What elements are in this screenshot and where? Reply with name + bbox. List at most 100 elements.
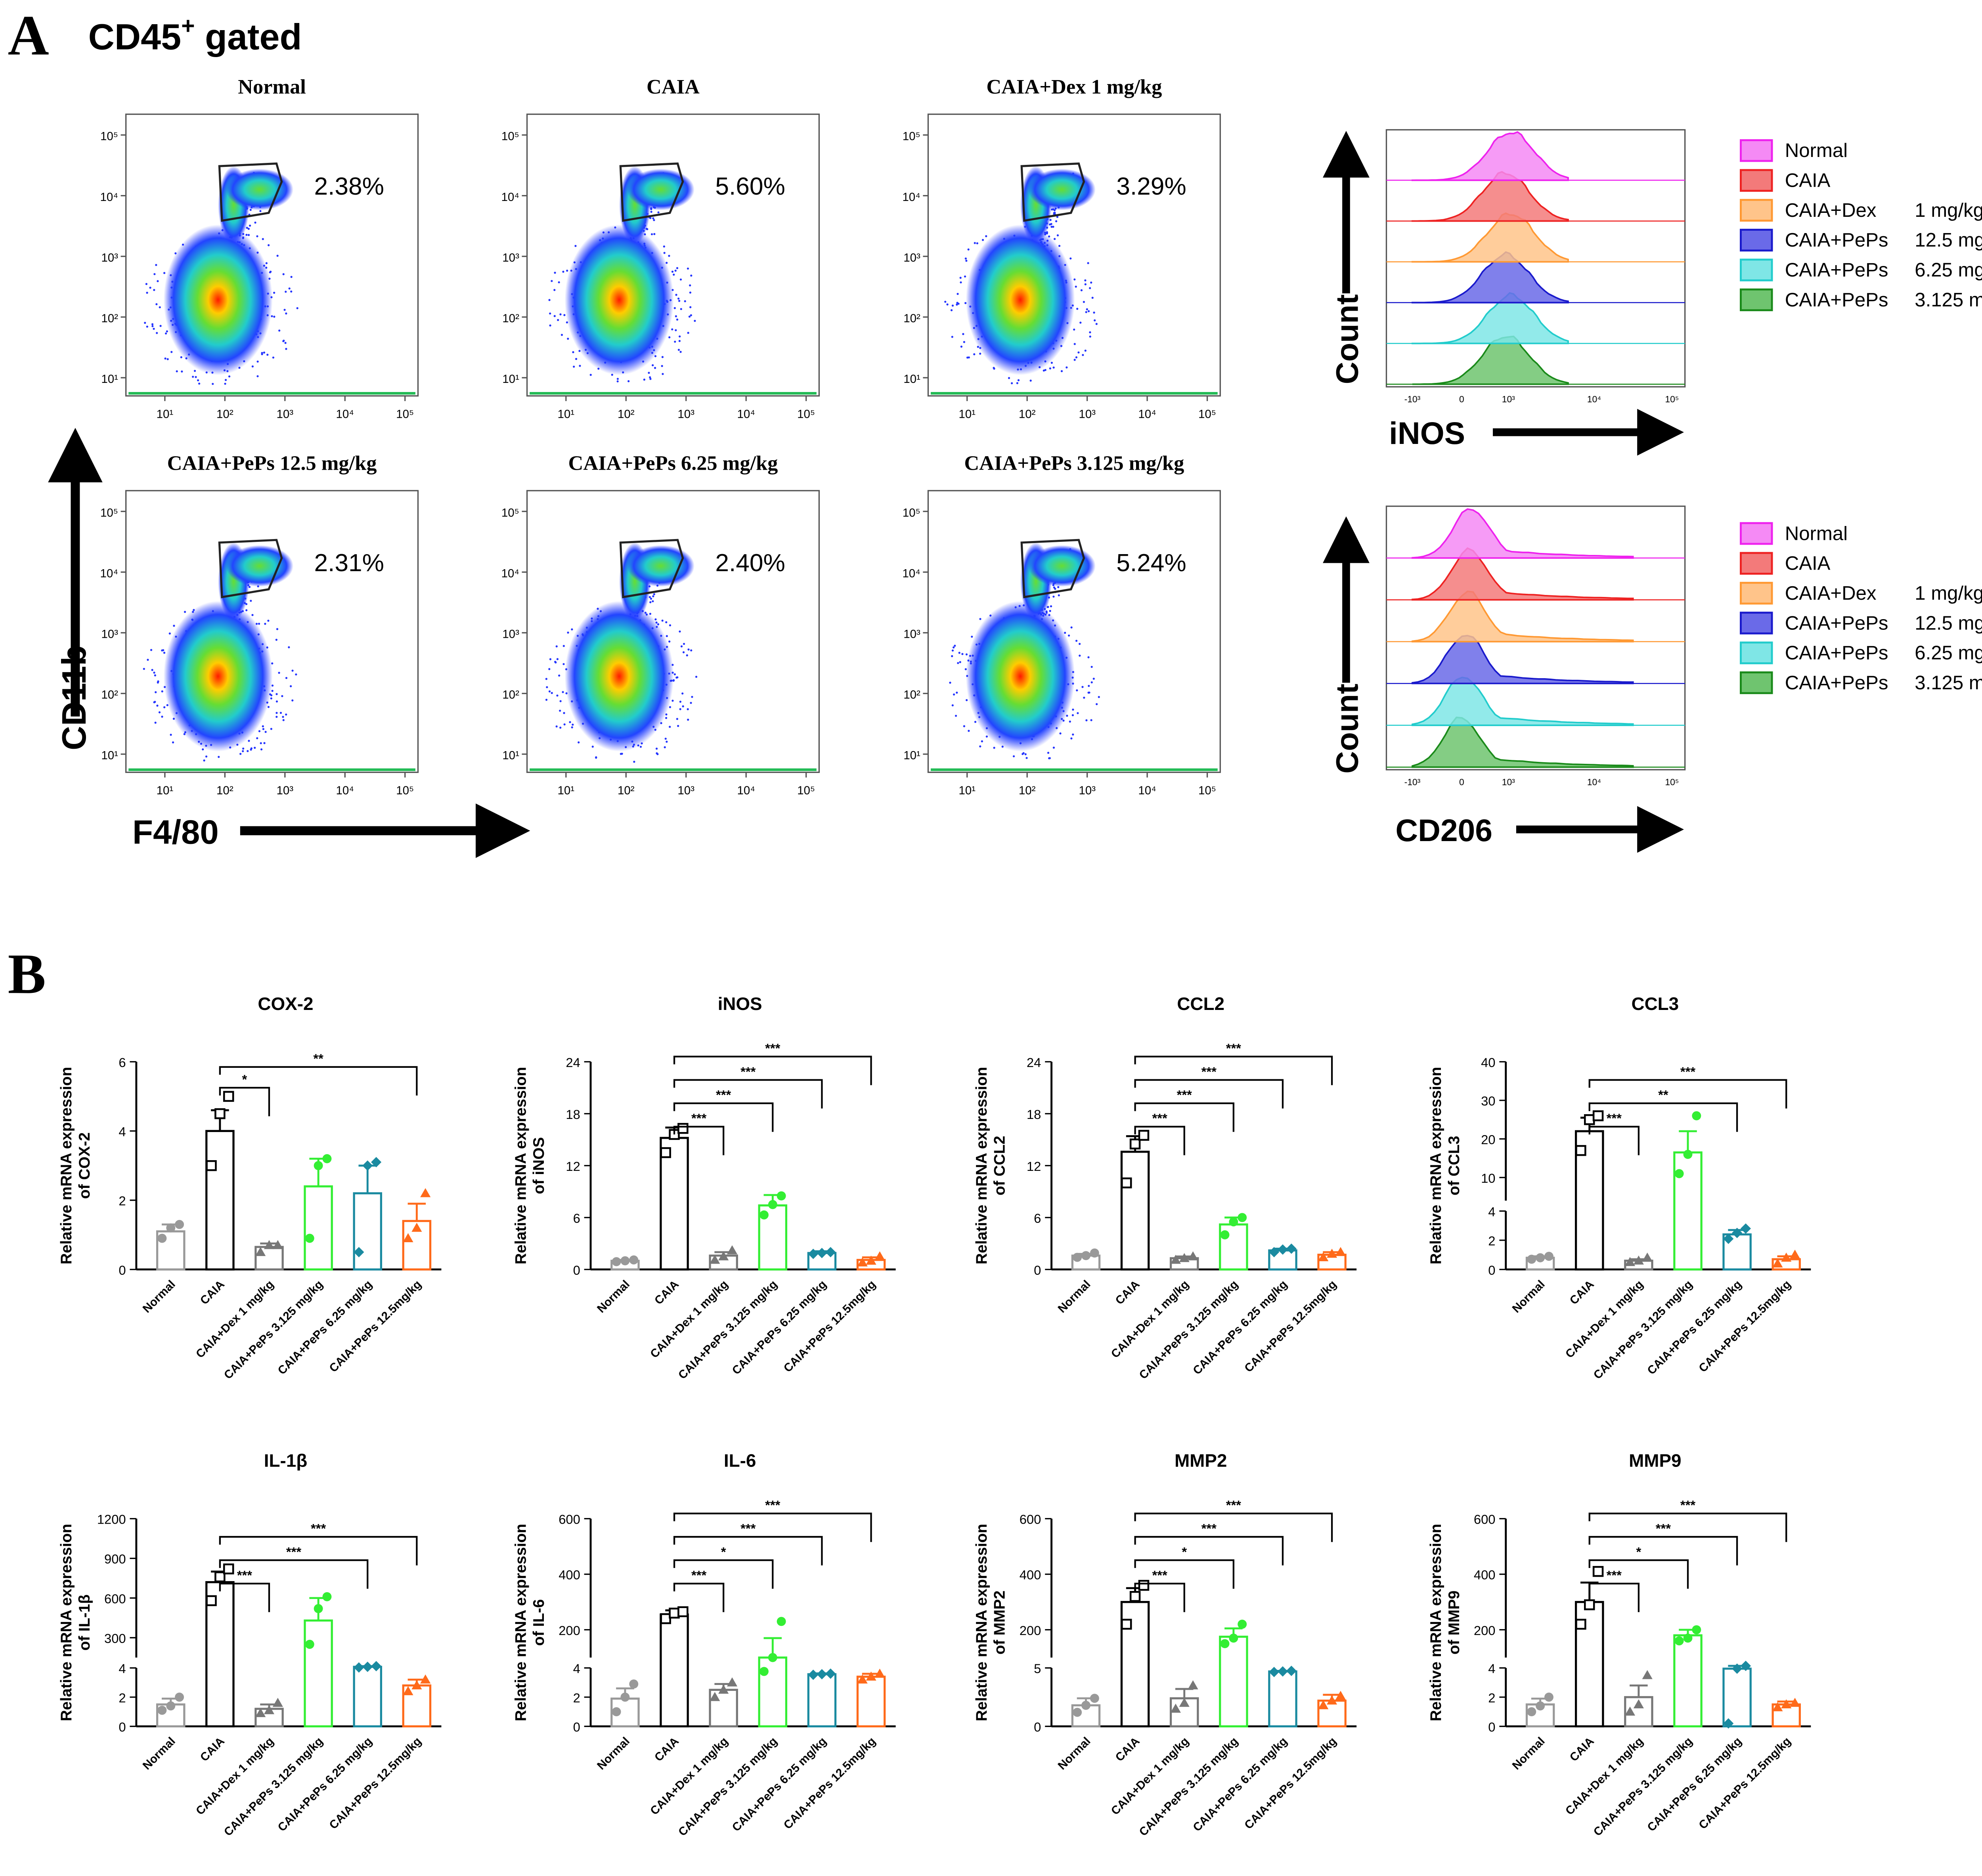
cell-dot <box>205 755 208 758</box>
bar-chart-3: CCL2 Relative mRNA expression of CCL2 0 6 12 1… <box>973 994 1357 1382</box>
cell-dot <box>1073 359 1076 361</box>
cell-dot <box>950 309 953 312</box>
cell-dot <box>558 674 561 677</box>
cell-dot <box>246 227 248 229</box>
significance-bracket <box>673 1513 872 1542</box>
gate-percent: 5.60% <box>715 173 785 200</box>
data-point <box>1584 1114 1595 1125</box>
cell-dot <box>1080 289 1083 291</box>
cell-dot <box>687 332 689 334</box>
bar <box>353 1666 382 1728</box>
data-point <box>1772 1702 1783 1712</box>
y-tick-label: 5 <box>1034 1661 1041 1676</box>
cell-dot <box>661 365 663 367</box>
significance-bracket <box>219 1583 270 1612</box>
chart-title: IL-6 <box>724 1450 756 1471</box>
count-label: Count <box>1330 294 1364 384</box>
cell-dot <box>689 284 691 287</box>
cell-dot <box>551 280 553 282</box>
significance-bracket <box>1588 1102 1738 1132</box>
data-point <box>1527 1707 1536 1717</box>
cell-dot <box>968 730 970 732</box>
cell-dot <box>198 382 201 385</box>
cell-dot <box>956 691 958 694</box>
y-tick-label: 2 <box>119 1691 126 1705</box>
cell-dot <box>551 692 553 694</box>
x-tick-label: 10² <box>618 407 635 421</box>
x-tick-label: CAIA <box>652 1734 681 1764</box>
data-point <box>727 1677 738 1687</box>
cell-dot <box>295 673 297 676</box>
y-axis-label-line2: of iNOS <box>530 1137 547 1194</box>
x-tick-label: 10⁴ <box>1138 784 1156 797</box>
data-point <box>1527 1254 1536 1264</box>
gate-label-main: CD45 <box>88 17 181 57</box>
data-point <box>1536 1701 1545 1711</box>
x-tick-label: CAIA+PePs 6.25 mg/kg <box>275 1278 375 1377</box>
cell-dot <box>247 750 249 752</box>
x-tick-label: CAIA+PePs 6.25 mg/kg <box>730 1278 829 1377</box>
cell-dot <box>291 699 294 702</box>
cell-dot <box>1069 720 1071 723</box>
cell-dot <box>278 671 280 674</box>
y-tick-label: 40 <box>1481 1055 1495 1070</box>
dot-plot-title: Normal <box>238 75 306 98</box>
data-point <box>874 1668 885 1678</box>
cell-dot <box>962 333 964 335</box>
bar-chart-8: MMP9 Relative mRNA expression of MMP9 0 2 4 20… <box>1427 1450 1811 1839</box>
data-point <box>825 1668 836 1679</box>
cell-dot <box>656 753 659 755</box>
cell-dot <box>155 264 157 266</box>
data-point <box>660 1147 671 1158</box>
y-tick-label: 20 <box>1481 1132 1495 1147</box>
x-tick-label: CAIA+PePs 3.125 mg/kg <box>676 1734 780 1839</box>
cell-dot <box>1059 732 1062 734</box>
significance-label: *** <box>765 1041 780 1056</box>
cell-dot <box>558 281 560 283</box>
x-tick-label: 10² <box>618 784 635 797</box>
legend-dose: 12.5 mg/kg <box>1915 612 1982 634</box>
cell-dot <box>270 270 272 273</box>
data-point <box>1692 1111 1701 1121</box>
cell-dot <box>1071 714 1074 716</box>
cell-dot <box>1073 343 1076 345</box>
x-tick-label: 10² <box>1019 407 1036 421</box>
data-point <box>1318 1700 1329 1710</box>
cell-dot <box>1088 691 1090 694</box>
data-point <box>1584 1599 1595 1610</box>
y-tick-label: 10¹ <box>502 749 519 762</box>
significance-label: *** <box>1152 1111 1167 1126</box>
histogram-tick-label: 0 <box>1459 777 1464 787</box>
cell-dot <box>1089 287 1091 289</box>
legend-swatch <box>1739 229 1773 252</box>
cell-dot <box>180 356 182 358</box>
cell-dot <box>1052 595 1055 598</box>
y-axis-label-line1: Relative mRNA expression <box>512 1524 529 1721</box>
significance-bracket <box>673 1056 872 1085</box>
data-point <box>157 1706 167 1715</box>
data-point <box>1575 1145 1586 1156</box>
bar <box>660 1613 689 1728</box>
cell-dot <box>1070 737 1073 740</box>
cell-dot <box>951 304 954 307</box>
cell-dot <box>1090 719 1092 721</box>
data-point <box>322 1154 332 1163</box>
bar-chart-7: MMP2 Relative mRNA expression of MMP2 0 5 200… <box>973 1450 1357 1839</box>
data-point <box>1229 1217 1238 1227</box>
data-point <box>1772 1258 1783 1268</box>
y-tick-label: 0 <box>119 1720 126 1734</box>
y-tick-label: 6 <box>573 1211 580 1226</box>
significance-bracket <box>1134 1559 1234 1589</box>
x-tick-label: CAIA+PePs 6.25 mg/kg <box>1645 1278 1744 1377</box>
cell-dot <box>1077 712 1079 714</box>
x-tick-label: CAIA+PePs 3.125 mg/kg <box>1591 1278 1695 1382</box>
cell-dot <box>679 351 682 353</box>
y-tick-label: 2 <box>1488 1233 1495 1248</box>
data-point <box>411 1222 422 1232</box>
dot-plot-title: CAIA <box>647 75 700 98</box>
data-point <box>1674 1169 1684 1178</box>
cell-dot <box>290 290 293 293</box>
gate-percent: 2.38% <box>314 173 384 200</box>
data-point <box>403 1686 413 1695</box>
dot-plot-1: Normal 2.38% 10¹ 10² 10³ 10⁴ 10⁵ 10⁵ 10⁴ 10³ 10² 10… <box>100 75 419 421</box>
